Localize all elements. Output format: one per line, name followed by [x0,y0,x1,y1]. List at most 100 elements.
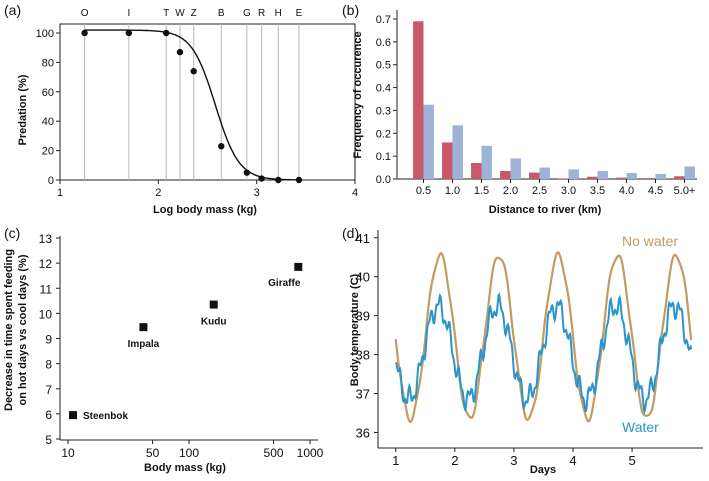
panel-c-xlabel: Body mass (kg) [144,462,226,474]
species-label-o: O [81,8,89,19]
panel-d-chart: 36 37 38 39 40 41 1 2 3 4 5 [356,230,703,468]
x-tick-label: 3.0 [561,185,576,197]
y-tick-label: 37 [356,387,370,402]
y-tick-label: 0.4 [376,83,391,95]
x-tick-label: 1.0 [445,185,460,197]
x-tick-label: 3 [254,187,260,199]
x-tick-label: 4.0 [619,185,634,197]
series-label-water: Water [622,419,659,435]
data-point [258,175,265,182]
panel-a-frame [59,23,356,181]
x-tick-label: 1 [57,187,63,199]
bar-blue [539,167,550,179]
data-point [163,29,170,37]
y-tick-label: 0.6 [376,37,391,49]
point-label-impala: Impala [128,339,160,350]
data-point [275,176,282,184]
y-tick-label: 41 [356,231,370,246]
bar-red [500,171,511,179]
panel-c-ylabel-line1: Decrease in time spent feeding [3,249,15,411]
panel-c-label: (c) [4,225,20,241]
panel-d-ylabel: Body temperature (C) [349,273,361,386]
x-tick-label: 1 [392,453,399,468]
x-tick-label: 4.5 [648,185,663,197]
data-point [218,142,225,150]
y-tick-label: 6 [45,408,52,422]
x-tick-label: 1.5 [474,185,489,197]
species-label-g: G [243,8,251,19]
panel-c-ylabel-line2: on hot days vs cool days (%) [17,254,29,405]
species-label-b: B [218,8,225,19]
bar-blue [568,169,579,179]
y-tick-label: 60 [42,87,54,99]
bar-blue [481,145,492,179]
x-tick-label: 500 [264,446,284,460]
y-tick-label: 0.0 [376,174,391,186]
species-label-t: T [163,8,169,19]
x-tick-label: 50 [146,446,160,460]
panel-b-chart: 0.0 0.1 0.2 0.3 0.4 0.5 0.6 0.7 0.5 1.0 1.5 2.0 2.5 3… [376,10,697,197]
x-tick-label: 3 [510,453,517,468]
x-tick-label: 5 [628,453,635,468]
point-label-kudu: Kudu [201,317,227,328]
bar-blue [597,171,608,179]
species-label-h: H [275,8,282,19]
bar-red [587,176,598,179]
x-tick-label: 3.5 [590,185,605,197]
bar-blue [655,173,666,179]
point-label-giraffe: Giraffe [268,278,301,289]
fit-curve [84,29,301,181]
y-tick-label: 38 [356,348,370,363]
y-tick-label: 12 [39,257,53,271]
y-tick-label: 100 [36,28,54,40]
panel-a-chart: O I T W Z B G R H E 0 20 40 60 80 100 1 2 3 4 [36,8,358,199]
species-label-i: I [127,8,130,19]
panel-a-ylabel: Predation (%) [17,74,29,145]
x-tick-label: 4 [352,187,358,199]
series-line-water [394,292,693,415]
point-steenbok [69,411,78,420]
y-tick-label: 8 [45,358,52,372]
data-point [125,29,133,37]
y-tick-label: 5 [45,433,52,447]
bar-blue [684,166,695,179]
panel-d-xlabel: Days [530,464,556,476]
y-tick-label: 0.1 [376,151,391,163]
panel-d-label: (d) [342,225,359,241]
x-tick-label: 4 [569,453,576,468]
bar-red [645,178,656,179]
panel-b-label: (b) [342,2,359,18]
x-tick-label: 2.5 [532,185,547,197]
y-tick-label: 39 [356,309,370,324]
series-label-no-water: No water [622,233,678,249]
data-point [81,29,88,37]
point-label-steenbok: Steenbok [83,411,128,422]
data-point [176,48,184,56]
bar-red [674,176,685,179]
bar-red [529,172,540,179]
y-tick-label: 11 [40,282,53,296]
data-point [295,176,303,184]
bar-red [413,21,424,179]
y-tick-label: 0.2 [376,128,391,140]
y-tick-label: 13 [39,232,53,246]
panel-c-chart: 5 6 7 8 9 10 11 12 13 10 50 100 500 1000 Steenbok Impal… [39,232,324,460]
y-tick-label: 80 [42,57,54,69]
species-label-e: E [296,8,303,19]
y-tick-label: 0.3 [376,105,391,117]
point-impala [139,323,148,332]
y-tick-label: 0 [48,175,54,187]
y-tick-label: 40 [356,270,370,285]
x-tick-label: 5.0+ [674,185,696,197]
panel-a-xlabel: Log body mass (kg) [153,204,257,216]
data-point [243,169,251,176]
species-label-z: Z [191,8,197,19]
bar-blue [452,125,463,179]
data-point [190,68,197,75]
y-tick-label: 20 [42,146,54,158]
panel-a-label: (a) [4,2,21,18]
y-tick-label: 7 [45,383,52,397]
y-tick-label: 10 [39,307,53,321]
bar-blue [510,158,521,179]
